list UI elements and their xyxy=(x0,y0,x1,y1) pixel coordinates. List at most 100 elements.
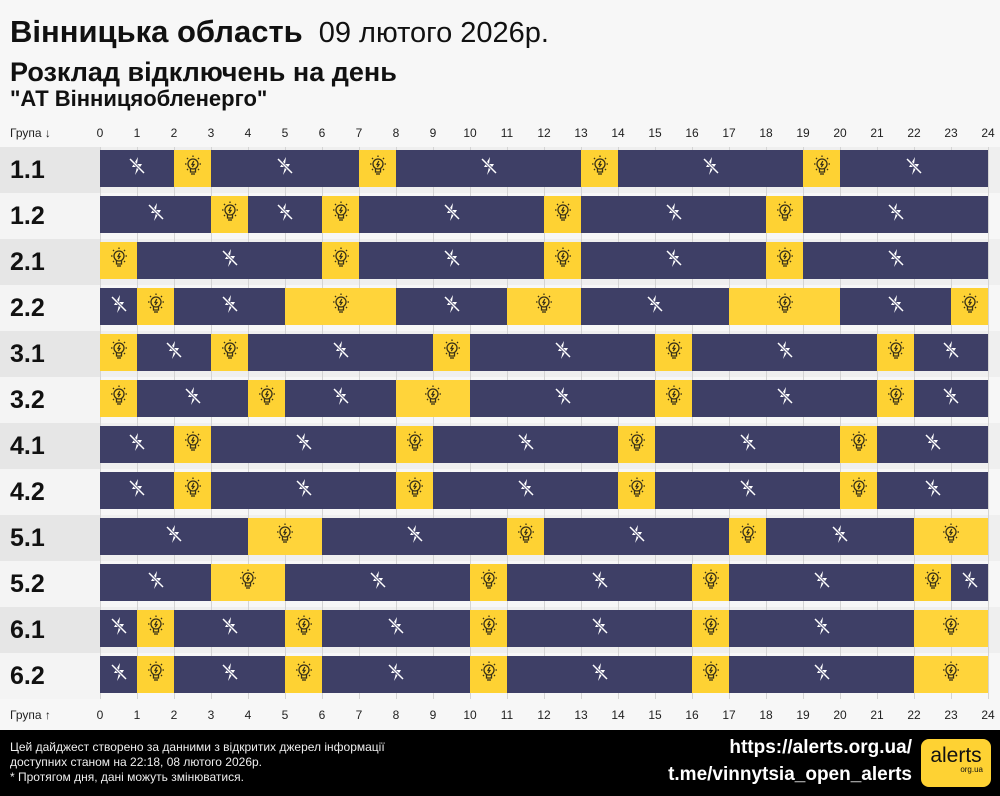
hour-gridline xyxy=(359,147,360,699)
hour-tick-bottom: 2 xyxy=(170,708,178,722)
power-off-segment xyxy=(766,518,914,555)
power-off-segment xyxy=(655,426,840,463)
no-power-lightning-icon xyxy=(591,570,609,595)
telegram-link[interactable]: t.me/vinnytsia_open_alerts xyxy=(668,764,912,785)
no-power-lightning-icon xyxy=(165,524,183,549)
no-power-lightning-icon xyxy=(387,616,405,641)
power-on-segment xyxy=(914,564,951,601)
power-on-segment xyxy=(100,380,137,417)
power-off-segment xyxy=(951,564,988,601)
lightbulb-icon xyxy=(625,476,649,505)
hour-tick-bottom: 0 xyxy=(96,708,104,722)
power-on-segment xyxy=(211,196,248,233)
company-name: "АТ Вінницяобленерго" xyxy=(10,86,268,111)
lightbulb-icon xyxy=(273,522,297,551)
lightbulb-icon xyxy=(236,568,260,597)
lightbulb-icon xyxy=(958,292,982,321)
hour-tick-top: 9 xyxy=(429,126,437,140)
hour-tick-top: 2 xyxy=(170,126,178,140)
header-row: Вінницька область 09 лютого 2026р. xyxy=(10,14,549,51)
no-power-lightning-icon xyxy=(221,294,239,319)
power-off-segment xyxy=(322,656,470,693)
no-power-lightning-icon xyxy=(221,616,239,641)
lightbulb-icon xyxy=(329,200,353,229)
power-off-segment xyxy=(581,242,766,279)
lightbulb-icon xyxy=(218,338,242,367)
no-power-lightning-icon xyxy=(665,202,683,227)
power-off-segment xyxy=(248,196,322,233)
hour-tick-top: 20 xyxy=(833,126,847,140)
power-on-segment xyxy=(914,656,988,693)
hour-tick-top: 24 xyxy=(981,126,995,140)
hour-tick-top: 1 xyxy=(133,126,141,140)
lightbulb-icon xyxy=(218,200,242,229)
power-on-segment xyxy=(137,288,174,325)
lightbulb-icon xyxy=(144,660,168,689)
no-power-lightning-icon xyxy=(387,662,405,687)
hour-tick-bottom: 3 xyxy=(207,708,215,722)
power-off-segment xyxy=(100,472,174,509)
website-link[interactable]: https://alerts.org.ua/ xyxy=(729,737,912,758)
power-on-segment xyxy=(840,426,877,463)
no-power-lightning-icon xyxy=(147,570,165,595)
hour-tick-bottom: 15 xyxy=(648,708,662,722)
lightbulb-icon xyxy=(921,568,945,597)
power-on-segment xyxy=(211,564,285,601)
hour-tick-top: 4 xyxy=(244,126,252,140)
lightbulb-icon xyxy=(551,200,575,229)
hour-tick-top: 13 xyxy=(574,126,588,140)
lightbulb-icon xyxy=(810,154,834,183)
power-on-segment xyxy=(174,426,211,463)
hour-tick-top: 6 xyxy=(318,126,326,140)
no-power-lightning-icon xyxy=(813,570,831,595)
power-off-segment xyxy=(322,610,470,647)
no-power-lightning-icon xyxy=(776,340,794,365)
no-power-lightning-icon xyxy=(295,432,313,457)
power-off-segment xyxy=(470,380,655,417)
power-off-segment xyxy=(211,150,359,187)
no-power-lightning-icon xyxy=(813,616,831,641)
lightbulb-icon xyxy=(181,476,205,505)
no-power-lightning-icon xyxy=(276,202,294,227)
no-power-lightning-icon xyxy=(887,248,905,273)
hour-tick-bottom: 19 xyxy=(796,708,810,722)
page-title: Розклад відключень на день xyxy=(10,57,397,87)
hour-gridline xyxy=(544,147,545,699)
no-power-lightning-icon xyxy=(184,386,202,411)
power-off-segment xyxy=(544,518,729,555)
power-off-segment xyxy=(211,472,396,509)
lightbulb-icon xyxy=(699,568,723,597)
power-on-segment xyxy=(507,288,581,325)
hour-tick-top: 10 xyxy=(463,126,477,140)
power-on-segment xyxy=(951,288,988,325)
hour-tick-top: 11 xyxy=(500,126,514,140)
lightbulb-icon xyxy=(662,338,686,367)
no-power-lightning-icon xyxy=(480,156,498,181)
power-on-segment xyxy=(914,518,988,555)
lightbulb-icon xyxy=(625,430,649,459)
region-title: Вінницька область xyxy=(10,14,303,49)
hour-gridline xyxy=(692,147,693,699)
power-on-segment xyxy=(618,472,655,509)
no-power-lightning-icon xyxy=(702,156,720,181)
power-off-segment xyxy=(174,288,285,325)
footer-note-line: доступних станом на 22:18, 08 лютого 202… xyxy=(10,755,262,769)
no-power-lightning-icon xyxy=(665,248,683,273)
no-power-lightning-icon xyxy=(165,340,183,365)
group-axis-label-bottom: Група ↑ xyxy=(10,708,51,722)
schedule-date: 09 лютого 2026р. xyxy=(318,17,549,49)
no-power-lightning-icon xyxy=(147,202,165,227)
hour-tick-top: 22 xyxy=(907,126,921,140)
lightbulb-icon xyxy=(477,660,501,689)
power-on-segment xyxy=(285,288,396,325)
lightbulb-icon xyxy=(366,154,390,183)
no-power-lightning-icon xyxy=(128,478,146,503)
power-off-segment xyxy=(211,426,396,463)
power-off-segment xyxy=(803,242,988,279)
power-on-segment xyxy=(285,610,322,647)
no-power-lightning-icon xyxy=(591,616,609,641)
hour-tick-top: 0 xyxy=(96,126,104,140)
power-on-segment xyxy=(470,610,507,647)
hour-tick-top: 21 xyxy=(870,126,884,140)
power-off-segment xyxy=(655,472,840,509)
